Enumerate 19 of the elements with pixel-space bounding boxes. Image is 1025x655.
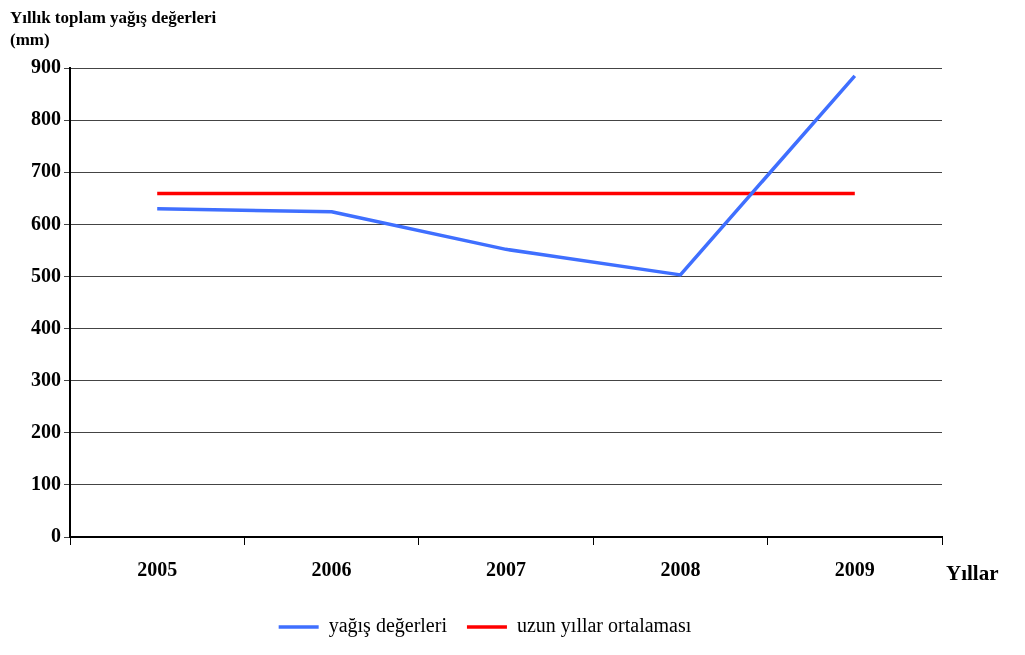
x-tick-label: 2005 [137, 558, 178, 581]
y-tick-label: 400 [31, 315, 61, 338]
legend-label: yağış değerleri [328, 614, 448, 638]
y-tick-label: 800 [31, 107, 61, 130]
x-tick-label: 2008 [660, 558, 701, 581]
x-axis-title: Yıllar [946, 561, 999, 586]
y-tick-label: 500 [31, 263, 61, 286]
y-tick-label: 300 [31, 367, 61, 390]
y-tick-label: 600 [31, 211, 61, 234]
x-tick-label: 2006 [311, 558, 352, 581]
y-tick-label: 700 [31, 159, 61, 182]
y-tick-label: 900 [31, 55, 61, 78]
y-tick-label: 100 [31, 472, 61, 495]
y-tick-label: 0 [51, 524, 61, 547]
legend-label: uzun yıllar ortalaması [516, 614, 692, 638]
y-tick-label: 200 [31, 419, 61, 442]
x-tick-label: 2007 [486, 558, 526, 581]
x-tick-label: 2009 [834, 558, 875, 581]
y-axis-title: Yıllık toplam yağış değerleri (mm) [10, 7, 217, 49]
